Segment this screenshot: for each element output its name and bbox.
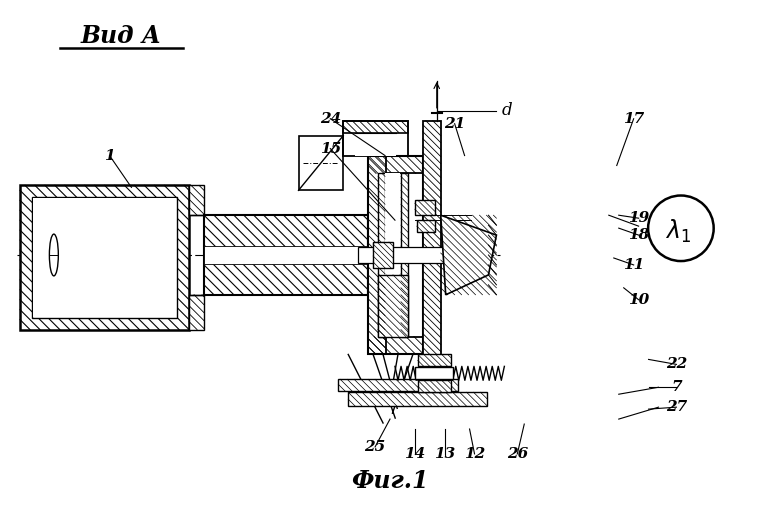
Bar — [368, 156, 386, 354]
Polygon shape — [441, 215, 496, 295]
Bar — [189, 295, 204, 330]
Bar — [348, 392, 488, 406]
Bar — [373, 242, 393, 268]
Text: Фиг.1: Фиг.1 — [351, 469, 429, 493]
Bar — [401, 173, 408, 337]
Bar — [339, 379, 458, 391]
Text: 10: 10 — [628, 293, 649, 307]
Bar — [423, 121, 441, 389]
Bar — [355, 133, 396, 156]
Bar — [20, 186, 189, 330]
Text: 12: 12 — [464, 447, 485, 461]
Bar — [378, 173, 385, 337]
Bar — [204, 246, 368, 264]
Text: 7: 7 — [671, 380, 682, 394]
Circle shape — [648, 196, 714, 261]
Bar — [417, 220, 434, 232]
Bar — [358, 247, 445, 263]
Text: 18: 18 — [628, 228, 649, 242]
Bar — [204, 215, 368, 295]
Bar — [368, 156, 423, 173]
Text: 26: 26 — [507, 447, 528, 461]
Bar — [368, 156, 423, 354]
Text: 19: 19 — [628, 211, 649, 225]
Bar — [385, 173, 400, 337]
Text: 14: 14 — [404, 447, 425, 461]
Text: 1: 1 — [105, 149, 115, 163]
Bar — [299, 136, 343, 190]
Text: 13: 13 — [434, 447, 456, 461]
Bar — [32, 197, 177, 318]
Bar — [189, 186, 204, 215]
Text: 21: 21 — [444, 117, 465, 131]
Bar — [418, 354, 451, 367]
Text: d: d — [502, 102, 512, 119]
Text: 17: 17 — [623, 112, 644, 126]
Bar — [415, 368, 452, 379]
Text: 25: 25 — [364, 440, 385, 454]
Ellipse shape — [49, 234, 58, 276]
Bar — [378, 275, 408, 337]
Text: 22: 22 — [666, 357, 687, 372]
Text: 27: 27 — [666, 400, 687, 414]
Bar — [415, 200, 434, 215]
Bar — [343, 121, 408, 156]
Bar — [33, 198, 176, 317]
Text: $\lambda_1$: $\lambda_1$ — [665, 218, 691, 245]
Text: Вид А: Вид А — [81, 24, 162, 48]
Text: 24: 24 — [320, 112, 341, 126]
Bar — [368, 337, 423, 354]
Bar — [343, 121, 408, 133]
Bar — [418, 380, 451, 392]
Text: 11: 11 — [623, 258, 644, 272]
Text: 15: 15 — [320, 141, 341, 156]
